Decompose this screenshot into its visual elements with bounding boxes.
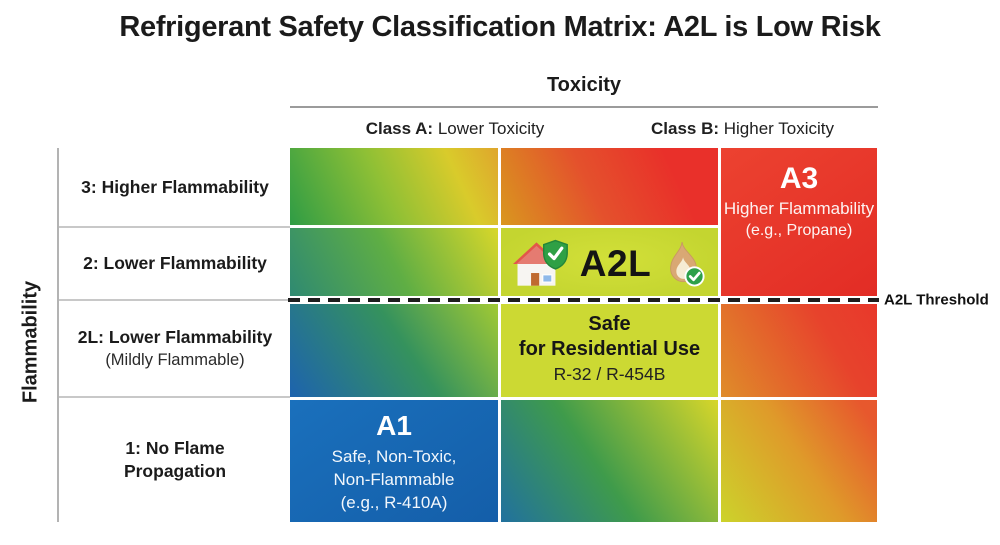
cell-row2-class-a-gradient xyxy=(290,228,498,299)
cell-row1-mid-gradient xyxy=(501,400,718,522)
matrix-grid: A3 Higher Flammability (e.g., Propane) A… xyxy=(290,148,877,522)
a1-line1: Safe, Non-Toxic, xyxy=(331,446,457,466)
row-header-2-lower-flammability: 2: Lower Flammability xyxy=(62,227,288,300)
a3-description: Higher Flammability xyxy=(723,199,875,218)
column-header-class-b: Class B: Higher Toxicity xyxy=(600,119,885,139)
row-label-text: 2L: Lower Flammability xyxy=(77,327,273,347)
row-separator xyxy=(59,396,290,398)
row-label-text: 1: No Flame Propagation xyxy=(123,437,227,481)
cell-row1-class-b-gradient xyxy=(721,400,877,522)
row-label-subtext: (Mildly Flammable) xyxy=(105,351,245,369)
safe-line2: for Residential Use xyxy=(518,338,701,360)
cell-row3-class-a-gradient xyxy=(290,148,498,225)
cell-a3: A3 Higher Flammability (e.g., Propane) xyxy=(721,148,877,299)
house-shield-check-icon xyxy=(512,239,568,286)
row-label-text: 3: Higher Flammability xyxy=(81,177,269,197)
row-header-2l-lower-flammability: 2L: Lower Flammability (Mildly Flammable… xyxy=(62,300,288,397)
class-a-rest: Lower Toxicity xyxy=(433,119,545,138)
a1-example: (e.g., R-410A) xyxy=(340,492,448,512)
class-b-bold: Class B: xyxy=(651,119,720,138)
row-separator xyxy=(59,226,290,228)
cell-row2l-class-a-gradient xyxy=(290,302,498,397)
row-header-1-no-flame-propagation: 1: No Flame Propagation xyxy=(62,397,288,522)
y-axis-line xyxy=(57,148,59,522)
y-axis-title: Flammability xyxy=(19,280,42,404)
a1-line2: Non-Flammable xyxy=(333,469,455,489)
class-a-bold: Class A: xyxy=(365,119,434,138)
a2l-code: A2L xyxy=(579,242,652,284)
cell-row3-mid-gradient xyxy=(501,148,718,225)
safe-refrigerants: R-32 / R-454B xyxy=(553,364,666,384)
cell-a1: A1 Safe, Non-Toxic, Non-Flammable (e.g.,… xyxy=(290,400,498,522)
a3-code: A3 xyxy=(779,162,819,195)
flame-check-icon xyxy=(670,241,705,286)
row-separator xyxy=(59,299,290,301)
a2l-threshold-label: A2L Threshold xyxy=(884,291,989,309)
a3-example: (e.g., Propane) xyxy=(745,222,853,239)
column-header-class-a: Class A: Lower Toxicity xyxy=(290,119,620,139)
row-header-3-higher-flammability: 3: Higher Flammability xyxy=(62,148,288,227)
a2l-threshold-dashes xyxy=(288,298,879,302)
a2l-threshold-line xyxy=(288,296,879,304)
class-b-rest: Higher Toxicity xyxy=(719,119,834,138)
cell-safe-residential: Safe for Residential Use R-32 / R-454B xyxy=(501,302,718,397)
a1-code: A1 xyxy=(376,409,412,441)
x-axis-title: Toxicity xyxy=(546,74,622,96)
row-label-text: 2: Lower Flammability xyxy=(83,253,267,273)
cell-row2l-class-b-gradient xyxy=(721,302,877,397)
page-title: Refrigerant Safety Classification Matrix… xyxy=(119,11,881,43)
safe-line1: Safe xyxy=(588,313,631,335)
cell-a2l: A2L xyxy=(501,228,718,299)
x-axis-underline xyxy=(290,106,878,108)
